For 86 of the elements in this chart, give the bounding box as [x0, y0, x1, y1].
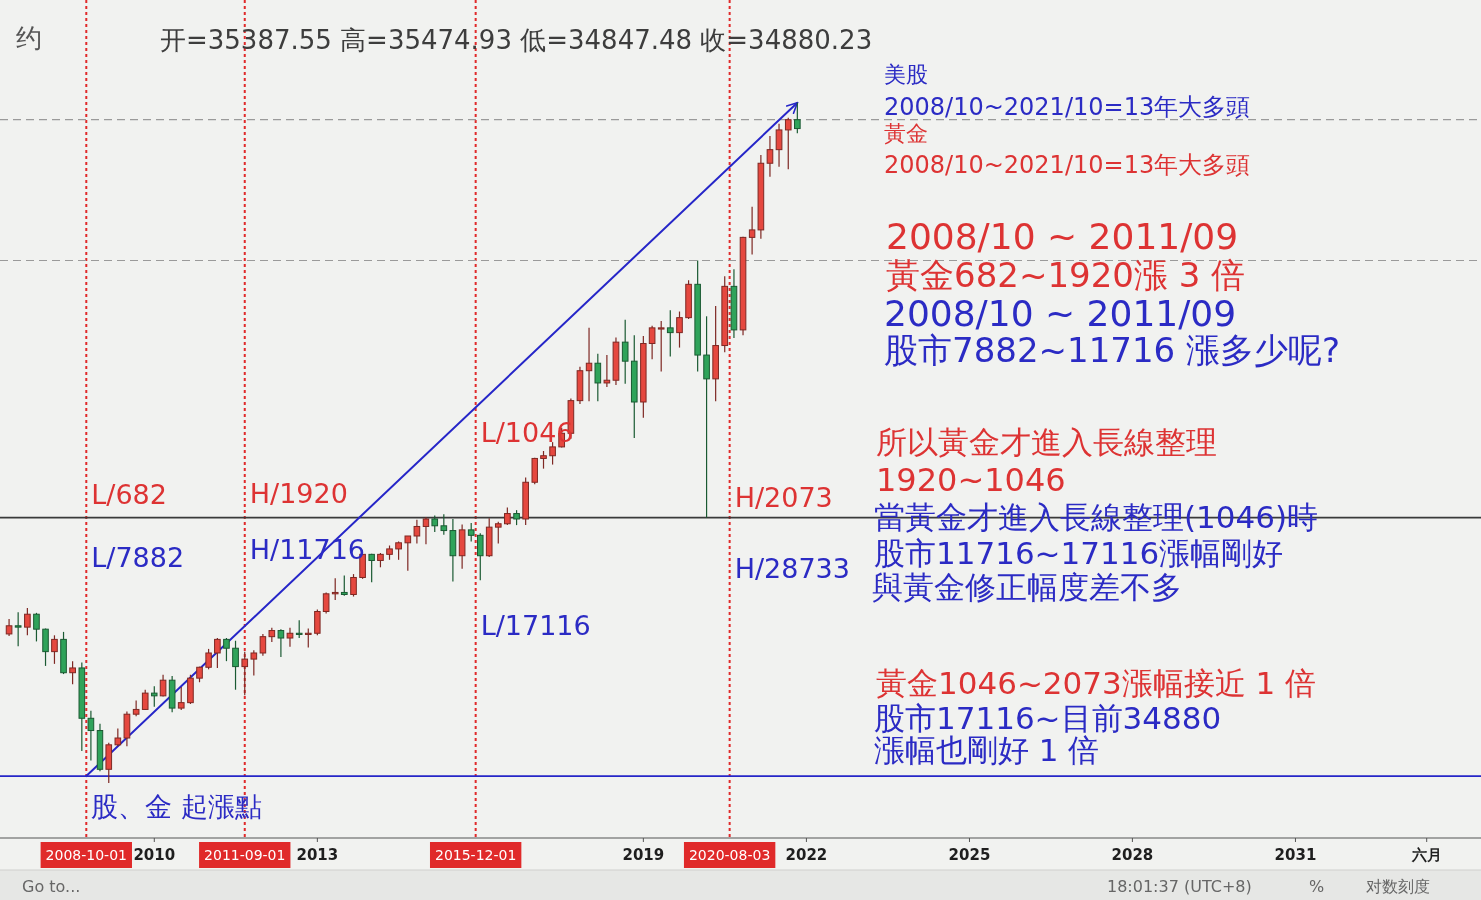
text: 美股 [884, 61, 928, 87]
candlestick [531, 457, 538, 485]
candlestick [395, 540, 402, 561]
x-tick-label: 2013 [296, 846, 339, 864]
x-tick-label: 2031 [1274, 846, 1317, 864]
candlestick [232, 640, 239, 691]
candlestick [648, 325, 656, 360]
x-tick-label: 2022 [785, 846, 828, 864]
candlestick [151, 685, 158, 708]
annotation: L/682 [91, 479, 167, 510]
candlestick [748, 206, 756, 255]
candlestick [703, 315, 710, 519]
annotation: 所以黃金才進入長線整理 [876, 424, 1217, 460]
x-tick-label: 2028 [1111, 846, 1154, 864]
candlestick [766, 135, 774, 178]
candlestick [794, 102, 801, 134]
candlestick [277, 628, 285, 658]
text: 18:01:37 (UTC+8) [1107, 876, 1252, 896]
candlestick [350, 573, 357, 598]
candlestick [322, 591, 330, 615]
candlestick [177, 686, 185, 711]
candlestick [676, 310, 683, 349]
candlestick [250, 649, 258, 677]
candlestick [87, 710, 95, 762]
annotation: 與黃金修正幅度差不多 [872, 569, 1182, 605]
candlestick [51, 634, 58, 665]
candlestick [340, 574, 348, 597]
x-tick-label: 2010 [133, 846, 176, 864]
candlestick [467, 522, 475, 543]
x-tick-label: 2019 [622, 846, 665, 864]
candlestick [241, 651, 249, 696]
annotation: L/7882 [91, 541, 185, 573]
annotation: H/1920 [249, 477, 348, 509]
annotation: 2008/10~2021/10=13年大多頭 [884, 93, 1251, 121]
candlestick [494, 521, 502, 545]
annotation: 1920~1046 [876, 461, 1066, 499]
annotation: H/2073 [734, 482, 833, 514]
candlestick [42, 627, 49, 667]
candlestick [33, 612, 40, 643]
candlestick [784, 117, 792, 170]
ref-line-label: 2020-08-03 [688, 847, 771, 863]
candlestick [24, 607, 31, 636]
candlestick [123, 710, 131, 747]
text: % [1309, 876, 1325, 896]
candlestick [657, 320, 665, 372]
candlestick [594, 353, 602, 402]
candlestick [368, 553, 375, 583]
x-tick-label: 2025 [948, 846, 991, 864]
text: Go to... [22, 876, 81, 896]
text: 约 [16, 23, 42, 53]
annotation: 股、金 起漲點 [91, 790, 262, 822]
candlestick [69, 660, 76, 685]
annotation: 黃金682~1920漲 3 倍 [886, 255, 1246, 295]
candlestick [314, 608, 321, 636]
candlestick [413, 519, 421, 545]
candlestick [214, 637, 221, 669]
ref-line-label: 2015-12-01 [434, 847, 517, 863]
chart-title: 开=35387.55 高=35474.93 低=34847.48 收=34880.23 [160, 25, 873, 55]
annotation: H/28733 [734, 553, 850, 585]
ref-line-label: 2011-09-01 [204, 847, 286, 863]
candlestick [286, 627, 294, 648]
candlestick [404, 535, 412, 572]
annotation: 2008/10~2021/10=13年大多頭 [884, 151, 1251, 179]
candlestick [440, 513, 448, 536]
candlestick [331, 577, 339, 601]
text: 对数刻度 [1366, 876, 1430, 896]
candlestick [132, 700, 140, 717]
candlestick [422, 516, 430, 545]
candlestick [621, 319, 629, 385]
annotation: L/17116 [480, 609, 591, 641]
candlestick [223, 637, 230, 662]
candlestick [477, 532, 484, 581]
annotation: 2008/10 ~ 2011/09 [886, 215, 1239, 257]
annotation: 黃金 [884, 120, 928, 146]
candlestick [666, 309, 674, 358]
candlestick [304, 627, 312, 649]
candlestick [205, 648, 212, 670]
annotation: 黃金1046~2073漲幅接近 1 倍 [876, 665, 1317, 701]
candlestick [259, 633, 267, 657]
candlestick [775, 123, 783, 168]
annotation: 股市11716~17116漲幅剛好 [874, 535, 1284, 571]
candlestick [159, 674, 167, 698]
candlestick [14, 611, 22, 647]
candlestick [603, 354, 611, 388]
ref-line-label: 2008-10-01 [45, 847, 127, 863]
x-tick-label: 六月 [1410, 846, 1442, 864]
